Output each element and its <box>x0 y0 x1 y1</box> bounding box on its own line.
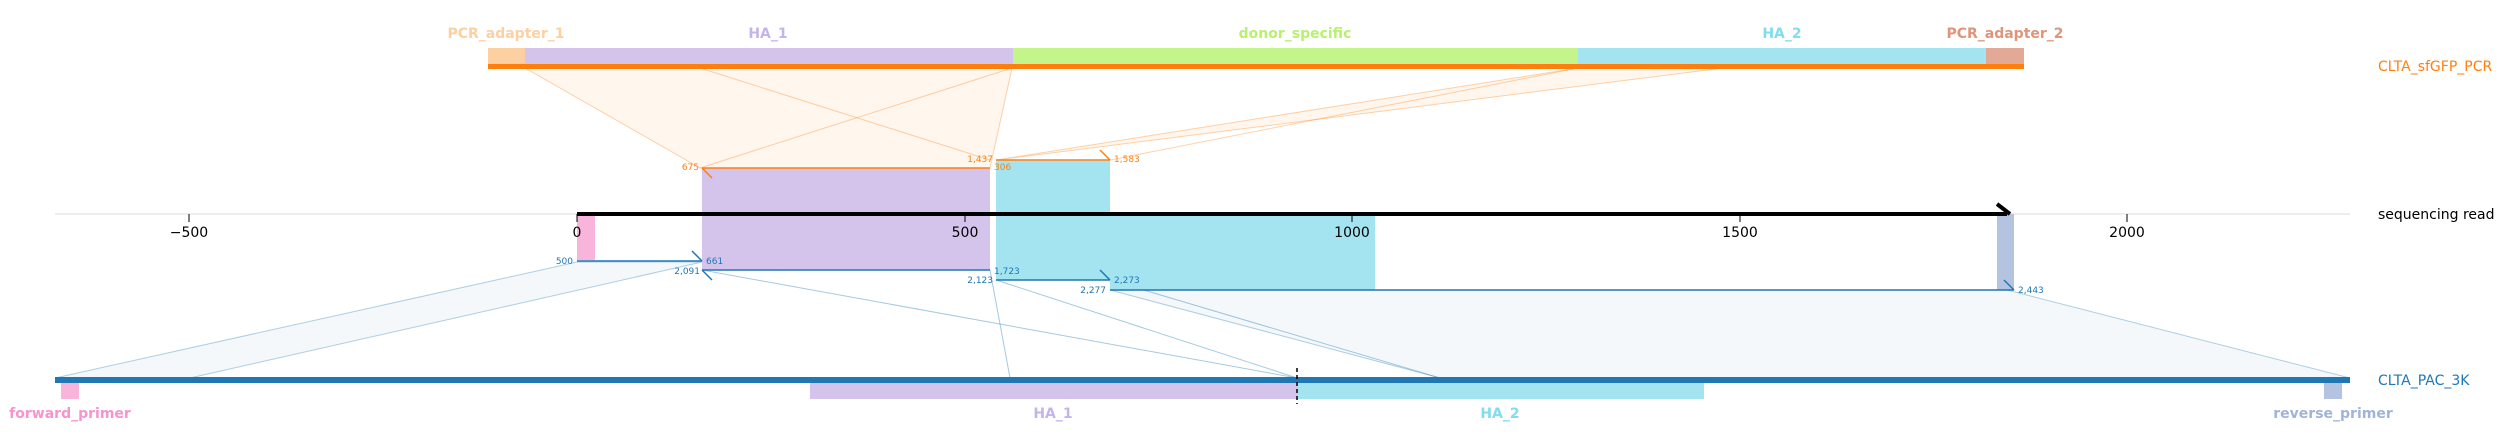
label-ha-1-bottom: HA_1 <box>1033 406 1072 422</box>
projection-line-d <box>701 269 1298 379</box>
track-name-bottom: CLTA_PAC_3K <box>2378 373 2470 389</box>
top-alignment-1-end: 1,437 <box>967 155 993 165</box>
top-alignment-1-tick <box>701 167 713 179</box>
bottom-alignment-1-tick <box>691 250 703 262</box>
feature-ha-1-bottom <box>810 383 1297 399</box>
top-alignment-1-start: 675 <box>682 163 699 173</box>
read-arrowhead <box>1995 202 2012 216</box>
read-ha-2-extension <box>1110 214 1375 290</box>
tick-label-2000: 2000 <box>2109 225 2145 241</box>
track-name-read: sequencing read <box>2378 207 2494 223</box>
bottom-alignment-2-end: 1,723 <box>994 267 1020 277</box>
bottom-alignment-3-end: 2,273 <box>1114 276 1140 286</box>
projection-line-c <box>1109 67 1579 161</box>
read-ha-1-block <box>702 168 990 270</box>
top-track-bar <box>488 64 2024 69</box>
tick-label-1000: 1000 <box>1334 225 1370 241</box>
bottom-alignment-3-tick <box>1099 269 1111 281</box>
label-ha-2-top: HA_2 <box>1762 26 1801 42</box>
read-axis-ticks: −500 0 500 1000 1500 2000 <box>170 214 2145 241</box>
feature-ha-1-top <box>525 48 1013 64</box>
top-alignments: 675 1,437 1,583 306 <box>682 149 1140 179</box>
read-ha-2-block <box>996 160 1110 280</box>
bottom-track: forward_primer HA_1 HA_2 reverse_primer … <box>9 368 2470 422</box>
tick-label-1500: 1500 <box>1722 225 1758 241</box>
read-track: −500 0 500 1000 1500 2000 sequencing rea… <box>55 160 2494 290</box>
top-alignment-inner: 306 <box>994 163 1011 173</box>
label-forward-primer: forward_primer <box>9 406 131 422</box>
bottom-alignment-2-start: 2,091 <box>674 267 700 277</box>
read-forward-primer-block <box>577 214 595 260</box>
tick-label-neg500: −500 <box>170 225 208 241</box>
projection-line-e <box>989 269 1011 379</box>
feature-ha-2-top <box>1578 48 1986 64</box>
projection-primer-region <box>54 261 703 379</box>
bottom-alignment-4-end: 2,443 <box>2018 286 2044 296</box>
label-ha-2-bottom: HA_2 <box>1480 406 1519 422</box>
projection-line-a <box>699 67 991 161</box>
label-reverse-primer: reverse_primer <box>2273 406 2393 422</box>
label-pcr-adapter-2: PCR_adapter_2 <box>1946 26 2063 42</box>
projection-line-f <box>995 279 1298 379</box>
projection-ha1-to-read <box>523 67 1013 169</box>
feature-forward-primer <box>61 383 79 399</box>
projection-ha-region <box>1109 289 2351 379</box>
feature-donor-specific <box>1013 48 1578 64</box>
bottom-alignment-2-tick <box>701 269 713 281</box>
bottom-alignment-4-start: 2,277 <box>1080 286 1106 296</box>
bottom-alignment-3-start: 2,123 <box>967 276 993 286</box>
top-alignment-2-end: 1,583 <box>1114 155 1140 165</box>
top-alignment-2-tick <box>1099 149 1111 161</box>
bottom-alignment-4-tick <box>2003 279 2015 291</box>
bottom-alignment-1-start: 500 <box>556 257 573 267</box>
bottom-projection-group <box>54 261 2351 379</box>
feature-pcr-adapter-2 <box>1986 48 2024 64</box>
top-projection-group <box>523 67 1724 169</box>
label-donor-specific: donor_specific <box>1239 26 1352 42</box>
feature-ha-2-bottom <box>1297 383 1704 399</box>
label-pcr-adapter-1: PCR_adapter_1 <box>447 26 564 42</box>
tick-label-500: 500 <box>952 225 979 241</box>
bottom-alignment-1-end: 661 <box>706 257 723 267</box>
top-track: PCR_adapter_1 HA_1 donor_specific HA_2 P… <box>447 26 2492 75</box>
feature-pcr-adapter-1 <box>488 48 525 64</box>
projection-line-b <box>699 67 1013 169</box>
feature-reverse-primer <box>2324 383 2342 399</box>
label-ha-1-top: HA_1 <box>748 26 787 42</box>
projection-line-g <box>1109 279 1441 379</box>
track-name-top: CLTA_sfGFP_PCR <box>2378 59 2492 75</box>
bottom-track-bar <box>55 377 2350 383</box>
tick-label-0: 0 <box>573 225 582 241</box>
bottom-alignments: 500 661 2,091 1,723 2,123 2,273 2,277 2,… <box>556 250 2044 296</box>
read-reverse-primer-block <box>1997 214 2014 290</box>
projection-ha2-to-read <box>995 67 1724 161</box>
